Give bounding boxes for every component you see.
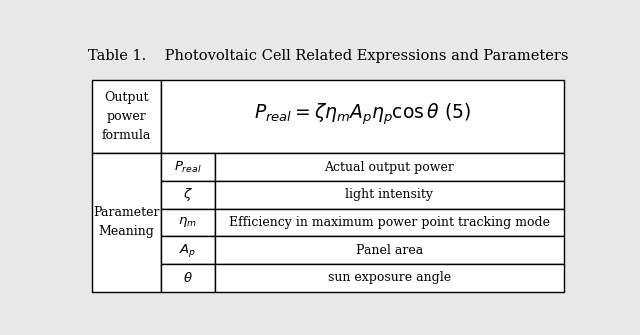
Text: Output
power
formula: Output power formula (102, 91, 151, 142)
Text: $P_{real}$: $P_{real}$ (174, 159, 202, 175)
Bar (215, 181, 564, 209)
Text: Actual output power: Actual output power (324, 160, 454, 174)
Bar (215, 209, 564, 236)
Text: Table 1.    Photovoltaic Cell Related Expressions and Parameters: Table 1. Photovoltaic Cell Related Expre… (88, 49, 568, 63)
Text: light intensity: light intensity (345, 188, 433, 201)
Text: sun exposure angle: sun exposure angle (328, 271, 451, 284)
Text: Panel area: Panel area (356, 244, 423, 257)
Bar (161, 153, 215, 181)
Bar (215, 264, 564, 292)
Bar (161, 264, 215, 292)
Text: $\theta$: $\theta$ (183, 271, 193, 285)
Text: $\eta_m$: $\eta_m$ (179, 215, 197, 229)
Bar (92, 80, 161, 153)
Text: Efficiency in maximum power point tracking mode: Efficiency in maximum power point tracki… (228, 216, 550, 229)
Bar (161, 209, 215, 236)
Bar (215, 236, 564, 264)
Text: $A_p$: $A_p$ (179, 242, 196, 259)
Bar (161, 80, 564, 153)
Text: Parameter
Meaning: Parameter Meaning (93, 206, 160, 239)
Bar (215, 153, 564, 181)
Bar (161, 236, 215, 264)
Bar (161, 181, 215, 209)
Text: $\zeta$: $\zeta$ (183, 186, 193, 203)
Bar (92, 153, 161, 292)
Text: $P_{real} = \zeta\eta_m A_p \eta_p \cos\theta\ (5)$: $P_{real} = \zeta\eta_m A_p \eta_p \cos\… (253, 102, 470, 127)
